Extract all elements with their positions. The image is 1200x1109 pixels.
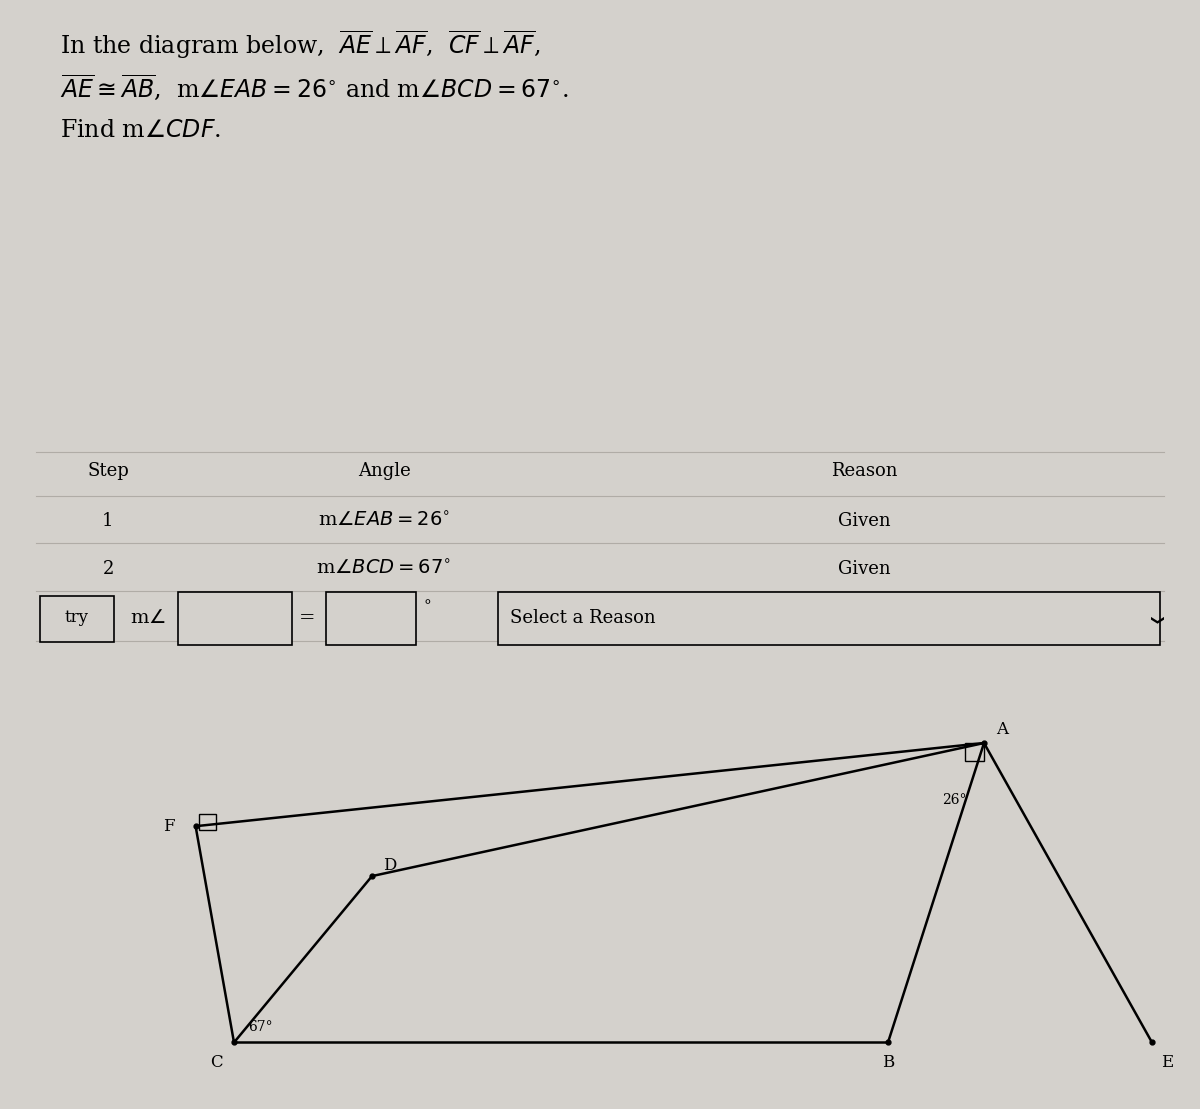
Text: Given: Given: [838, 560, 890, 578]
Text: 26°: 26°: [942, 793, 966, 807]
Text: In the diagram below,  $\overline{AE} \perp \overline{AF}$,  $\overline{CF} \per: In the diagram below, $\overline{AE} \pe…: [60, 28, 541, 61]
Text: 2: 2: [102, 560, 114, 578]
Text: 1: 1: [102, 512, 114, 530]
Text: A: A: [996, 721, 1008, 739]
Text: Find m$\angle CDF$.: Find m$\angle CDF$.: [60, 119, 221, 142]
Text: m$\angle$: m$\angle$: [130, 609, 166, 627]
Text: D: D: [383, 856, 397, 874]
Text: B: B: [882, 1054, 894, 1071]
Text: C: C: [210, 1054, 222, 1071]
Text: =: =: [299, 609, 316, 627]
Text: ❯: ❯: [1148, 614, 1160, 625]
Text: 67°: 67°: [248, 1019, 274, 1034]
Bar: [498, 592, 1160, 645]
Text: try: try: [65, 609, 89, 627]
Text: Given: Given: [838, 512, 890, 530]
Bar: [199, 814, 216, 830]
Bar: [965, 743, 984, 761]
Text: Reason: Reason: [830, 462, 898, 480]
Text: m$\angle BCD = 67^{\circ}$: m$\angle BCD = 67^{\circ}$: [317, 559, 451, 579]
Text: Select a Reason: Select a Reason: [510, 609, 655, 627]
Text: $\overline{AE} \cong \overline{AB}$,  m$\angle EAB = 26^{\circ}$ and m$\angle BC: $\overline{AE} \cong \overline{AB}$, m$\…: [60, 72, 569, 102]
Bar: [326, 592, 416, 645]
Bar: [178, 592, 292, 645]
Text: Step: Step: [88, 462, 128, 480]
Text: m$\angle EAB = 26^{\circ}$: m$\angle EAB = 26^{\circ}$: [318, 511, 450, 531]
Text: F: F: [163, 817, 175, 835]
Text: °: °: [424, 600, 431, 613]
Text: E: E: [1162, 1054, 1174, 1071]
Text: Angle: Angle: [358, 462, 410, 480]
Bar: [40, 596, 114, 642]
